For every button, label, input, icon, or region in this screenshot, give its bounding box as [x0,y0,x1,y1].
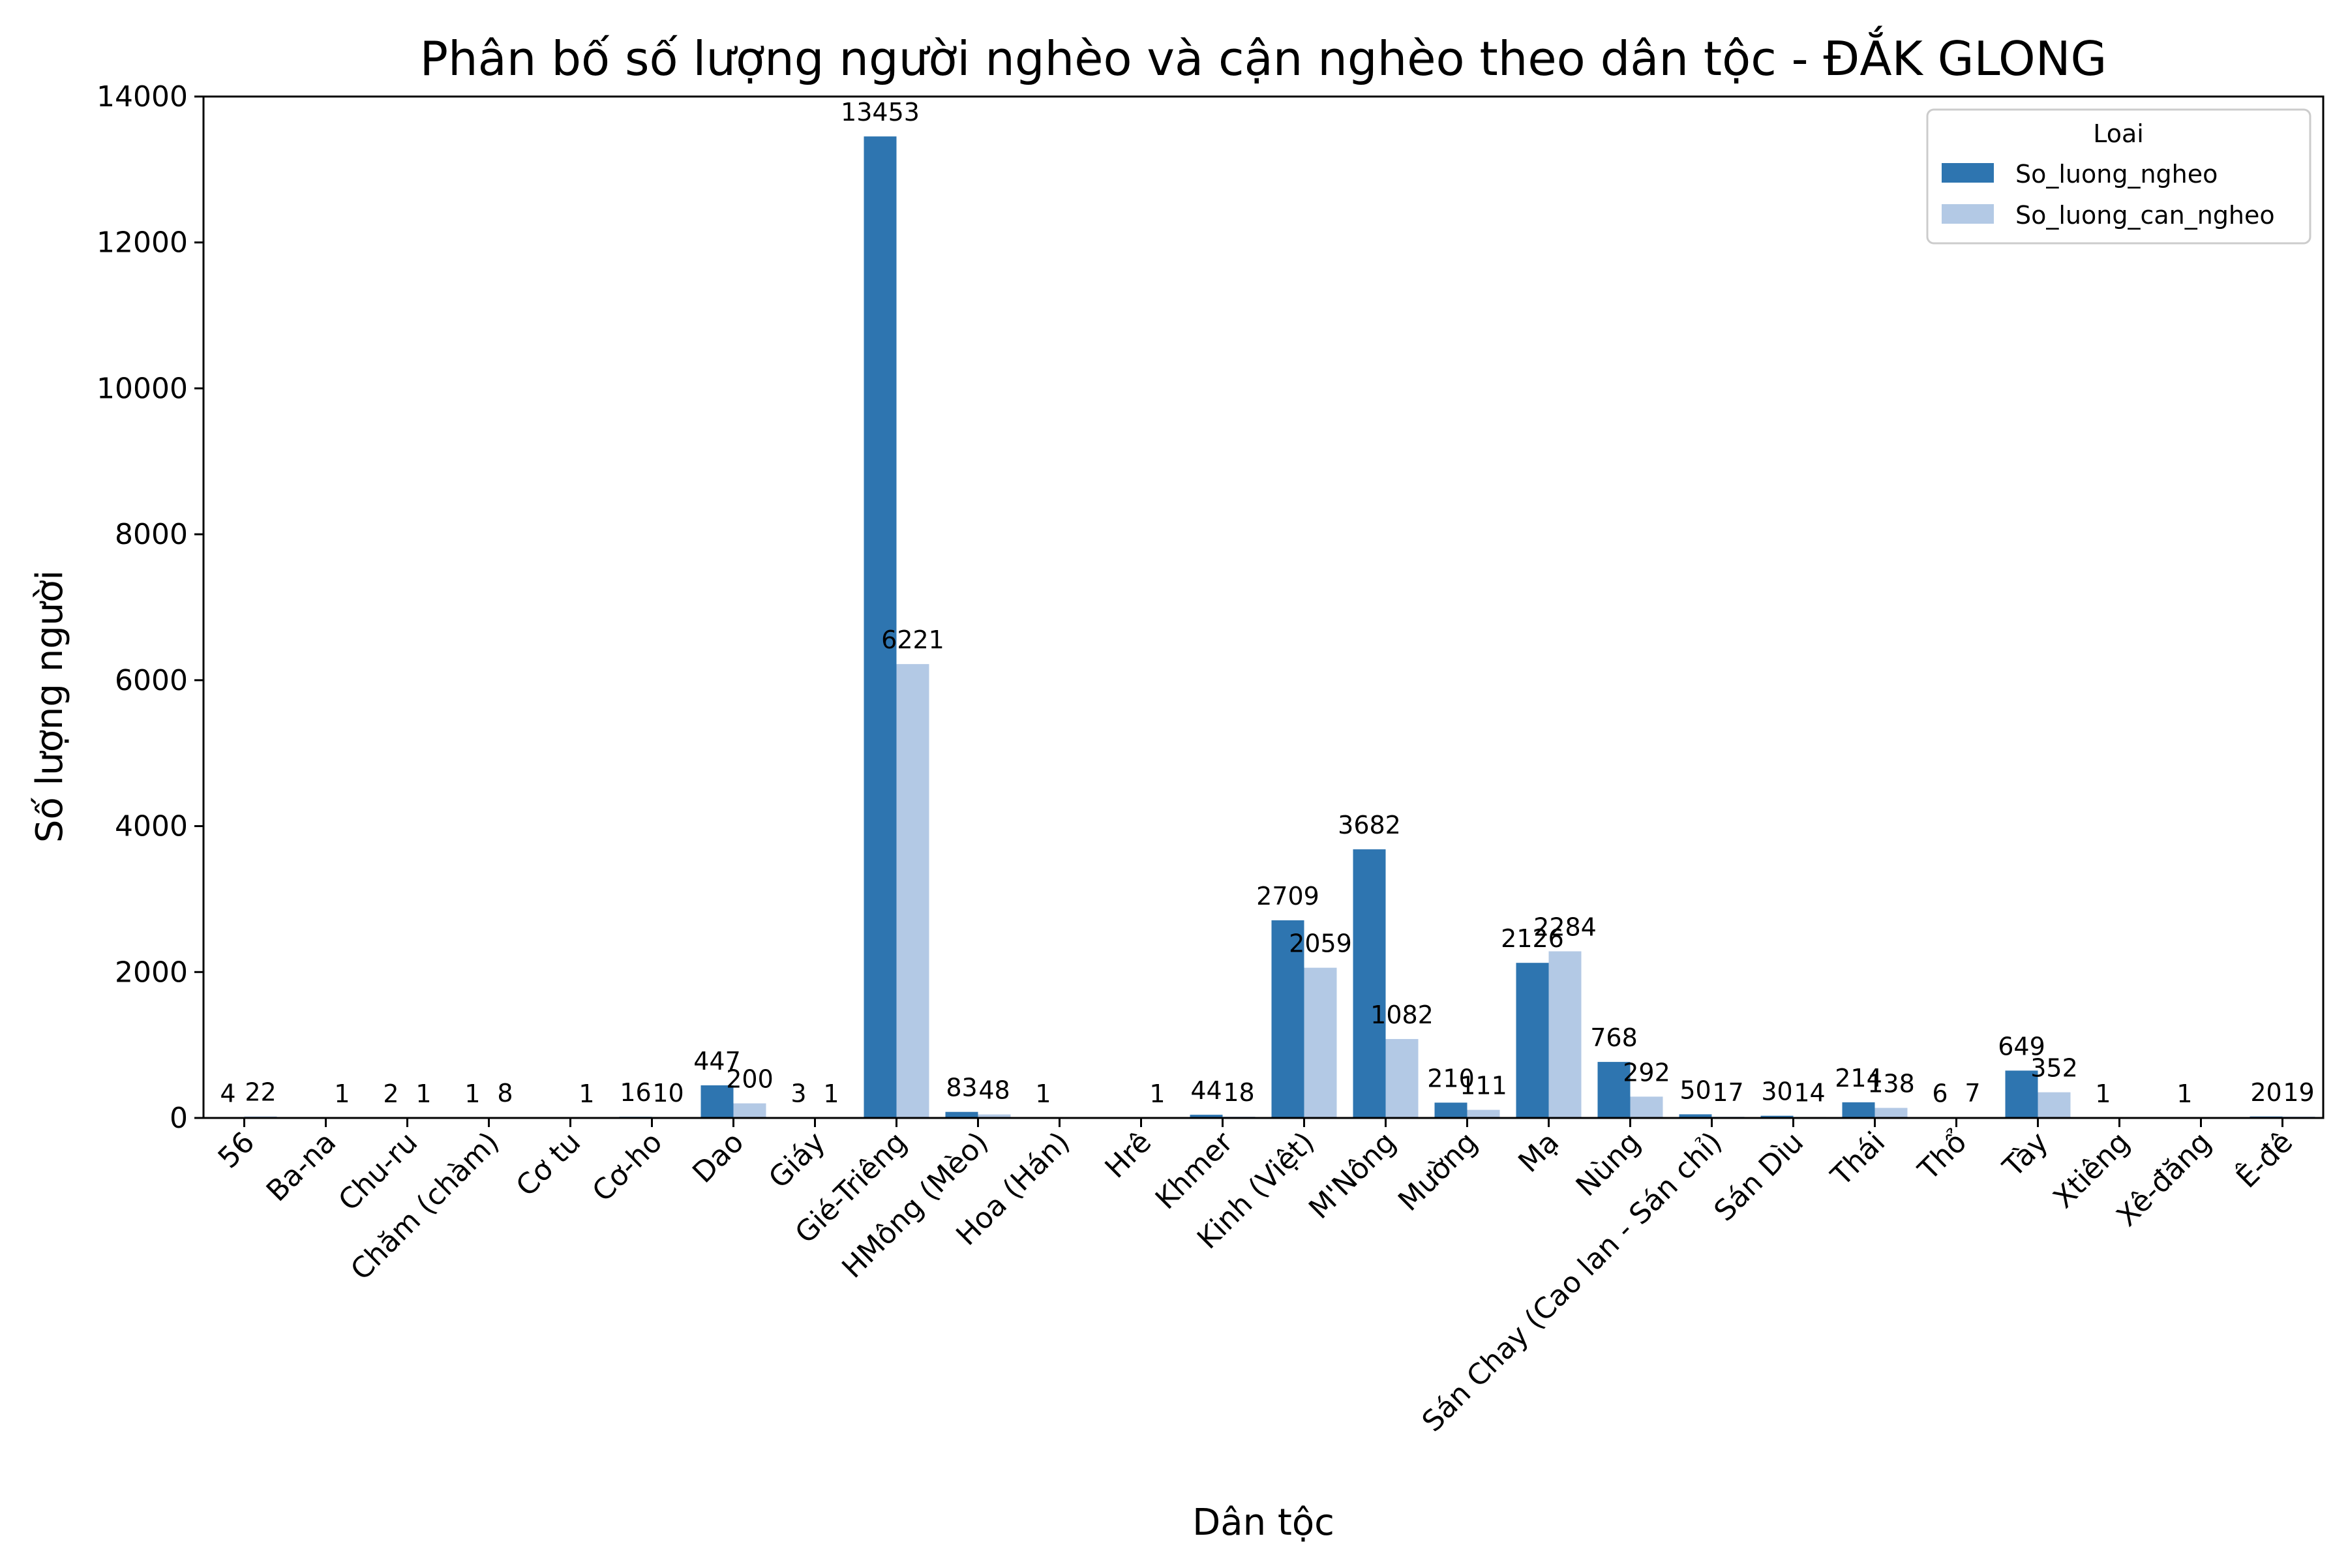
bar-can-ngheo [897,664,929,1118]
bar-ngheo [1435,1103,1468,1118]
x-tick-label: M'Nông [1302,1126,1402,1226]
bar-value-label: 10 [652,1079,684,1108]
bar-value-label: 22 [245,1078,276,1107]
bar-can-ngheo [1549,952,1582,1118]
bar-value-label: 768 [1590,1023,1638,1052]
x-tick-label: Ba-na [260,1126,342,1208]
bar-value-label: 19 [2283,1078,2314,1107]
bar-value-label: 83 [946,1074,977,1102]
chart-title: Phân bố số lượng người nghèo và cận nghè… [420,27,2107,86]
bar-value-label: 4 [220,1079,235,1108]
bar-value-label: 1 [334,1079,350,1108]
y-tick-label: 12000 [97,226,188,260]
x-tick-label: Dao [686,1126,750,1190]
x-tick-label: Hrê [1099,1126,1158,1185]
x-tick-label: Chăm (chàm) [344,1126,505,1287]
bar-value-label: 13453 [841,98,920,127]
x-tick-label: Sán Dìu [1708,1126,1810,1228]
x-axis-label: Dân tộc [1192,1501,1334,1544]
bar-value-label: 1 [2095,1079,2111,1108]
bar-value-label: 1 [415,1079,431,1108]
bar-value-label: 1 [579,1079,594,1108]
y-tick-label: 14000 [97,80,188,113]
y-tick-label: 0 [170,1102,188,1135]
x-tick-label: Tày [1996,1126,2055,1184]
bar-can-ngheo [1304,968,1337,1118]
bar-value-label: 6221 [881,626,944,654]
x-tick-label: 56 [212,1126,262,1175]
bar-value-label: 44 [1190,1076,1222,1105]
bar-value-label: 3682 [1338,811,1401,839]
x-tick-label: Thái [1824,1126,1891,1193]
x-tick-label: Ê-đê [2229,1124,2299,1194]
bar-value-label: 16 [620,1078,651,1107]
bar-value-label: 352 [2030,1054,2078,1083]
bar-value-label: 2 [383,1079,399,1108]
bar-value-label: 2709 [1256,882,1319,911]
bar-can-ngheo [1386,1039,1419,1118]
legend-label-ngheo: So_luong_ngheo [2015,160,2218,188]
bar-value-label: 3 [790,1079,806,1108]
bar-value-label: 138 [1867,1070,1915,1098]
x-tick-label: Nùng [1570,1126,1648,1203]
bar-value-label: 2059 [1289,929,1352,958]
x-tick-label: Giáy [762,1126,832,1195]
bar-can-ngheo [2038,1093,2071,1118]
x-tick-label: Sán Chay (Cao lan - Sán chỉ) [1416,1126,1729,1439]
legend-swatch-can-ngheo [1942,204,1994,224]
x-tick-label: Thổ [1912,1126,1974,1188]
bar-can-ngheo [1631,1096,1663,1118]
bar-can-ngheo [1468,1110,1500,1118]
bar-value-label: 1082 [1370,1001,1434,1029]
bar-can-ngheo [1875,1108,1908,1118]
y-tick-label: 10000 [97,372,188,405]
bar-value-label: 7 [1964,1079,1980,1108]
x-tick-label: Mường [1392,1126,1484,1218]
bars-layer [212,136,2315,1118]
bar-value-label: 1 [464,1079,480,1108]
legend-title: Loai [2093,119,2144,148]
x-tick-label: HMông (Mèo) [835,1126,995,1285]
bar-value-label: 1 [2176,1079,2192,1108]
bar-value-label: 8 [497,1079,513,1108]
x-tick-label: Cơ-ho [586,1126,669,1209]
x-tick-label: Cơ tu [510,1126,588,1203]
y-tick-label: 4000 [115,810,188,843]
bar-value-label: 14 [1794,1078,1825,1107]
bar-ngheo [1353,849,1386,1118]
bar-value-label: 20 [2250,1078,2281,1107]
bar-can-ngheo [734,1104,766,1118]
bar-ngheo [1843,1102,1875,1118]
bar-value-label: 1 [1149,1079,1165,1108]
bar-value-label: 48 [978,1076,1010,1105]
plot-frame [203,97,2323,1118]
bar-value-label: 2284 [1533,913,1597,942]
bar-value-label: 111 [1460,1072,1507,1100]
bar-value-label: 1 [823,1079,839,1108]
y-tick-label: 8000 [115,518,188,551]
x-tick-label: Mạ [1512,1126,1565,1179]
bar-value-label: 50 [1679,1076,1711,1104]
bar-value-label: 200 [726,1065,774,1094]
bar-value-label: 17 [1712,1078,1743,1107]
bar-value-label: 292 [1623,1058,1670,1087]
bar-value-label: 6 [1932,1079,1948,1108]
bar-value-label: 18 [1223,1078,1254,1107]
legend: Loai So_luong_ngheo So_luong_can_ngheo [1927,110,2310,243]
y-tick-label: 6000 [115,664,188,697]
bar-value-label: 30 [1761,1078,1792,1106]
bar-ngheo [1516,963,1549,1118]
y-tick-label: 2000 [115,956,188,989]
y-axis-label: Số lượng người [29,570,71,843]
bar-value-label: 1 [1035,1079,1051,1108]
legend-swatch-ngheo [1942,163,1994,183]
legend-label-can-ngheo: So_luong_can_ngheo [2015,201,2275,230]
y-axis: 0 2000 4000 6000 8000 10000 12000 14000 [97,80,203,1135]
